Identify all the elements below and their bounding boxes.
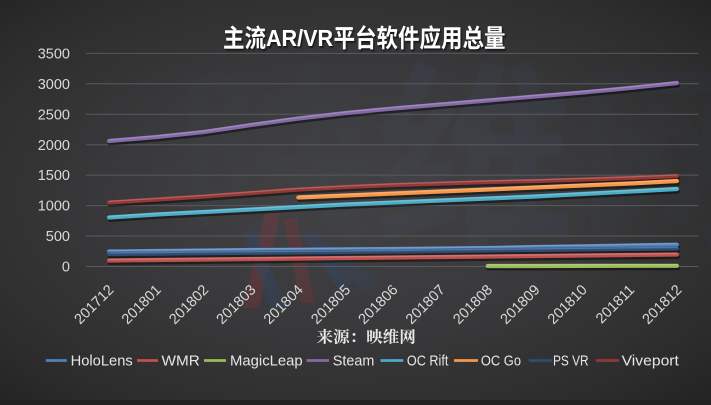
svg-text:Steam: Steam (333, 353, 375, 370)
svg-text:2500: 2500 (38, 107, 70, 123)
svg-text:AR/VR: AR/VR (266, 25, 333, 51)
svg-text:OC Rift: OC Rift (407, 353, 449, 370)
svg-text:3500: 3500 (38, 46, 70, 62)
svg-text:500: 500 (46, 229, 70, 245)
svg-text:2000: 2000 (38, 138, 70, 154)
svg-text:1500: 1500 (38, 168, 70, 184)
svg-text:MagicLeap: MagicLeap (230, 353, 303, 370)
svg-text:WMR: WMR (162, 353, 200, 370)
svg-text:Viveport: Viveport (622, 353, 680, 370)
svg-text:0: 0 (62, 260, 70, 276)
svg-text:PS VR: PS VR (553, 353, 589, 370)
svg-text:1000: 1000 (38, 199, 70, 215)
svg-text:3000: 3000 (38, 77, 70, 93)
svg-text:HoloLens: HoloLens (71, 353, 133, 370)
svg-text:OC Go: OC Go (481, 353, 521, 370)
